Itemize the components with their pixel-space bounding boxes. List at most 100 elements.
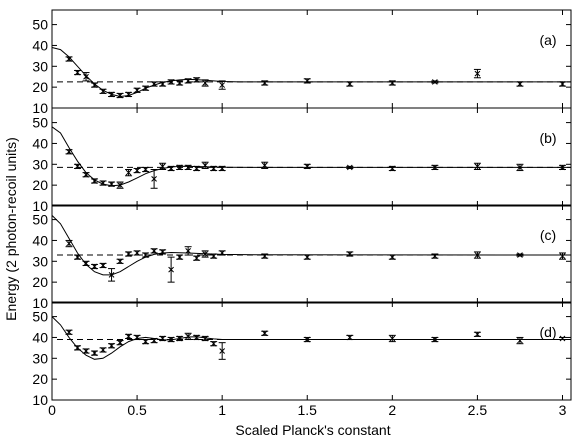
point-marker bbox=[304, 78, 311, 84]
theory-curve bbox=[51, 215, 572, 276]
point-marker bbox=[117, 258, 123, 265]
x-tick-label: 2.5 bbox=[468, 402, 488, 418]
y-tick-label: 20 bbox=[32, 274, 48, 290]
data-point bbox=[108, 268, 116, 282]
data-point bbox=[82, 171, 90, 178]
data-point bbox=[65, 329, 73, 336]
data-point bbox=[201, 161, 209, 169]
point-marker bbox=[91, 178, 98, 184]
data-point bbox=[184, 246, 192, 256]
y-tick-label: 20 bbox=[32, 371, 48, 387]
data-point bbox=[150, 169, 158, 189]
data-point bbox=[184, 164, 192, 171]
data-point bbox=[159, 162, 167, 171]
panel-label: (c) bbox=[540, 227, 556, 243]
point-marker bbox=[108, 271, 115, 278]
point-marker bbox=[304, 254, 311, 260]
point-marker bbox=[83, 171, 89, 178]
data-point bbox=[91, 178, 99, 184]
point-marker bbox=[168, 266, 174, 273]
data-point bbox=[516, 163, 524, 172]
point-marker bbox=[134, 167, 140, 174]
data-point bbox=[74, 163, 82, 170]
data-point bbox=[142, 166, 150, 173]
data-point bbox=[261, 80, 269, 86]
point-marker bbox=[74, 69, 81, 76]
data-point bbox=[167, 336, 175, 343]
point-marker bbox=[66, 240, 72, 247]
point-marker bbox=[474, 163, 481, 170]
data-point bbox=[193, 334, 201, 341]
point-marker bbox=[108, 342, 115, 349]
theory-curve bbox=[51, 316, 571, 360]
data-point bbox=[431, 79, 439, 85]
data-point bbox=[116, 181, 124, 189]
data-point bbox=[91, 82, 99, 88]
data-point bbox=[303, 163, 311, 170]
point-marker bbox=[91, 82, 98, 88]
data-point bbox=[142, 85, 150, 92]
data-point bbox=[558, 164, 566, 171]
data-point bbox=[218, 342, 226, 360]
panel-4: 10 20 30 40 50 0 0.5 1 1.5 2 2.5 3 (d) bbox=[32, 301, 572, 418]
data-point bbox=[125, 91, 133, 98]
point-marker bbox=[108, 91, 115, 98]
y-tick-label: 30 bbox=[32, 156, 48, 172]
data-point bbox=[201, 250, 209, 258]
data-point bbox=[125, 169, 133, 177]
data-point bbox=[116, 339, 124, 346]
data-point bbox=[82, 260, 90, 267]
y-tick-label: 20 bbox=[32, 177, 48, 193]
data-point bbox=[193, 165, 201, 172]
point-marker bbox=[474, 70, 481, 77]
point-marker bbox=[125, 251, 132, 257]
data-point bbox=[99, 262, 107, 269]
data-point bbox=[74, 345, 82, 351]
point-marker bbox=[151, 176, 157, 182]
data-point bbox=[74, 254, 82, 260]
point-marker bbox=[559, 253, 566, 259]
data-point bbox=[473, 251, 481, 259]
data-point bbox=[346, 334, 354, 341]
y-tick-label: 20 bbox=[32, 79, 48, 95]
data-point bbox=[210, 340, 218, 347]
y-tick-label: 10 bbox=[32, 392, 48, 408]
data-point bbox=[74, 69, 82, 76]
data-point bbox=[159, 81, 167, 87]
data-point bbox=[388, 80, 396, 86]
point-marker bbox=[517, 337, 523, 344]
point-marker bbox=[432, 253, 438, 259]
point-marker bbox=[202, 80, 209, 86]
data-point bbox=[303, 78, 311, 84]
data-point bbox=[150, 81, 158, 87]
point-marker bbox=[559, 335, 566, 342]
data-point bbox=[473, 331, 481, 338]
data-point bbox=[125, 251, 133, 257]
y-tick-label: 30 bbox=[32, 253, 48, 269]
data-point bbox=[82, 72, 90, 82]
point-marker bbox=[185, 333, 191, 340]
panel-label: (d) bbox=[539, 324, 556, 340]
panel-1: 10 20 30 40 50 (a) bbox=[32, 9, 572, 116]
point-marker bbox=[168, 336, 174, 343]
data-point bbox=[431, 253, 439, 259]
data-point bbox=[159, 249, 167, 255]
panel-label: (b) bbox=[539, 130, 556, 146]
point-marker bbox=[517, 252, 523, 258]
point-marker bbox=[389, 80, 396, 86]
point-marker bbox=[185, 78, 191, 84]
point-marker bbox=[193, 255, 200, 262]
point-marker bbox=[83, 348, 89, 354]
point-marker bbox=[176, 254, 183, 260]
data-point bbox=[116, 258, 124, 265]
panel-frame bbox=[51, 204, 572, 304]
data-point bbox=[142, 252, 150, 258]
data-point bbox=[473, 162, 481, 171]
data-point bbox=[346, 81, 354, 87]
point-marker bbox=[389, 165, 396, 172]
point-marker bbox=[134, 87, 140, 94]
data-point bbox=[184, 332, 192, 341]
point-marker bbox=[517, 81, 523, 87]
point-marker bbox=[159, 81, 166, 87]
point-marker bbox=[117, 339, 123, 346]
